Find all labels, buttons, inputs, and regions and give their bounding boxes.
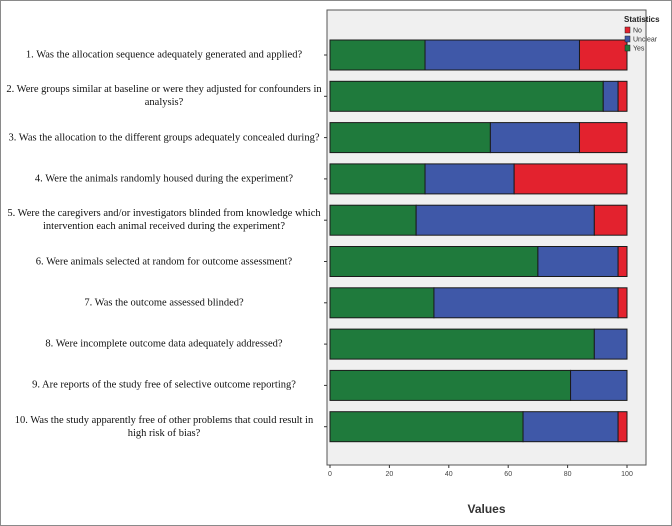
question-label-2: 2. Were groups similar at baseline or we… — [6, 84, 322, 109]
x-axis-title: Values — [467, 502, 505, 516]
question-label-4: 4. Were the animals randomly housed duri… — [34, 173, 294, 185]
x-tick-label: 0 — [328, 471, 332, 478]
legend-swatch-no — [624, 26, 631, 34]
bar-q10-no — [617, 411, 628, 443]
bar-q10-yes — [329, 411, 524, 443]
bar-q8-yes — [329, 328, 595, 360]
bar-q7-no — [617, 287, 628, 319]
bar-q1-unclear — [424, 39, 580, 71]
bar-q1-no — [578, 39, 628, 71]
bar-q7-unclear — [433, 287, 619, 319]
bar-q9-yes — [329, 369, 572, 401]
legend-label-unclear: Unclear — [633, 37, 658, 44]
question-label-6: 6. Were animals selected at random for o… — [35, 256, 293, 267]
question-label-8: 8. Were incomplete outcome data adequate… — [45, 338, 283, 350]
bar-q7-yes — [329, 287, 435, 319]
legend-label-no: No — [633, 28, 642, 35]
bar-q3-unclear — [489, 122, 580, 154]
bar-q2-yes — [329, 80, 604, 112]
bar-q4-unclear — [424, 163, 515, 195]
bar-q3-yes — [329, 122, 491, 154]
bar-q5-unclear — [415, 204, 595, 236]
x-tick-label: 20 — [386, 471, 394, 478]
bar-q6-unclear — [537, 246, 619, 277]
legend-title: Statistics — [624, 15, 660, 24]
legend-swatch-unclear — [624, 35, 631, 43]
question-label-10: 10. Was the study apparently free of oth… — [14, 414, 314, 439]
question-label-5: 5. Were the caregivers and/or investigat… — [7, 208, 321, 233]
bar-q3-no — [578, 122, 628, 154]
bar-q4-no — [513, 163, 628, 195]
x-tick-label: 80 — [564, 471, 572, 478]
bar-q10-unclear — [522, 411, 619, 443]
x-tick-label: 100 — [621, 471, 633, 478]
bar-q4-yes — [329, 163, 426, 195]
bar-q1-yes — [329, 39, 426, 71]
bar-q8-unclear — [593, 328, 628, 360]
bar-q6-no — [617, 246, 628, 277]
bar-q2-no — [617, 80, 628, 112]
bar-q2-unclear — [602, 80, 619, 112]
bar-q5-yes — [329, 204, 417, 236]
question-label-7: 7. Was the outcome assessed blinded? — [84, 297, 244, 309]
legend-label-yes: Yes — [633, 46, 645, 53]
x-tick-label: 40 — [445, 471, 453, 478]
question-label-9: 9. Are reports of the study free of sele… — [32, 379, 296, 391]
bar-q5-no — [593, 204, 628, 236]
question-label-3: 3. Was the allocation to the different g… — [8, 132, 320, 144]
x-tick-label: 60 — [504, 471, 512, 478]
bar-q9-unclear — [570, 369, 628, 401]
bar-q6-yes — [329, 246, 539, 277]
legend-swatch-yes — [624, 44, 631, 52]
question-label-1: 1. Was the allocation sequence adequatel… — [25, 49, 303, 61]
